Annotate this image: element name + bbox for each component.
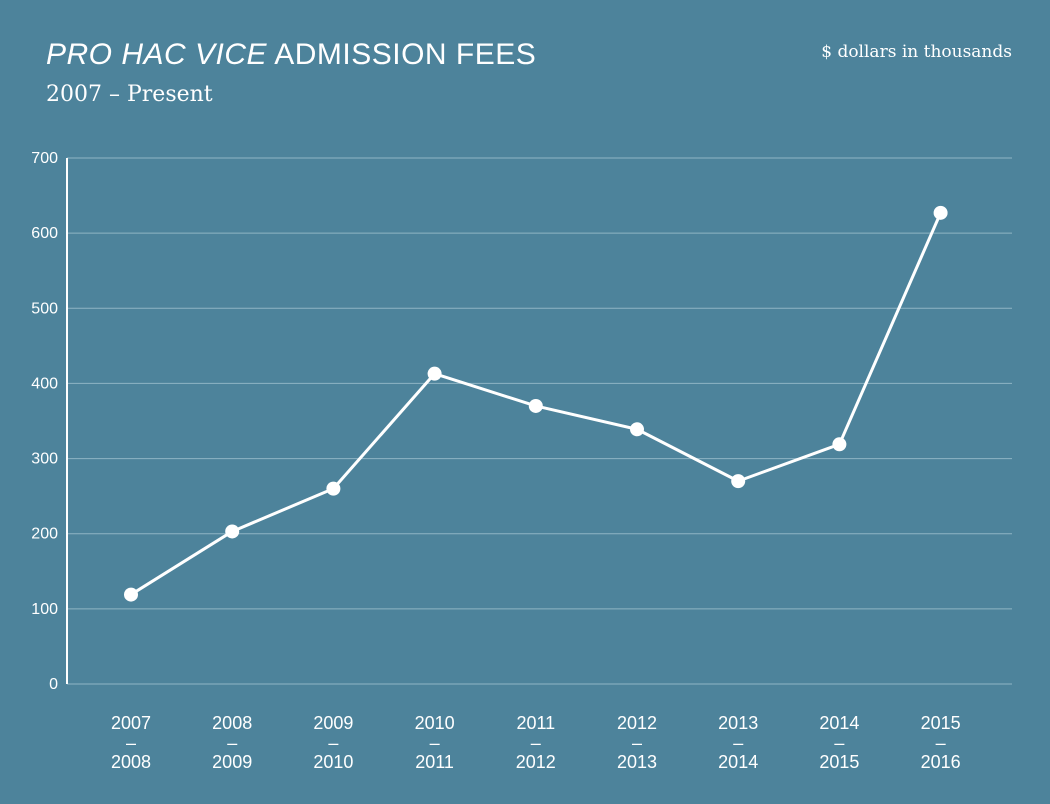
x-tick-label: – (328, 733, 338, 753)
y-tick-label: 700 (31, 150, 58, 167)
x-tick-label: 2012 (516, 752, 556, 772)
x-tick-label: – (733, 733, 743, 753)
x-tick-label: – (227, 733, 237, 753)
x-tick-label: 2010 (415, 713, 455, 733)
data-point (630, 422, 644, 437)
chart-title-italic: PRO HAC VICE (46, 38, 268, 71)
y-tick-label: 500 (31, 300, 58, 317)
y-tick-label: 300 (31, 451, 58, 468)
x-tick-label: – (430, 733, 440, 753)
chart-title-rest: ADMISSION FEES (267, 38, 537, 71)
x-tick-label: – (834, 733, 844, 753)
x-tick-label: – (936, 733, 946, 753)
data-point (427, 366, 442, 381)
x-tick-label: 2013 (718, 713, 758, 733)
x-tick-label: 2015 (819, 752, 859, 772)
chart-subtitle: 2007 – Present (46, 82, 213, 107)
data-point (225, 524, 240, 539)
y-tick-label: 400 (31, 375, 58, 392)
data-point (832, 437, 847, 452)
y-tick-label: 100 (31, 601, 58, 618)
units-label: $ dollars in thousands (821, 42, 1012, 62)
chart-title: PRO HAC VICE ADMISSION FEES (46, 38, 536, 72)
data-point (124, 587, 138, 602)
data-point (933, 205, 948, 220)
x-tick-label: 2008 (111, 752, 151, 772)
x-tick-label: 2014 (819, 713, 859, 733)
y-tick-label: 600 (31, 225, 58, 242)
data-point (528, 398, 543, 413)
x-tick-label: 2009 (212, 752, 252, 772)
x-tick-label: 2010 (313, 752, 353, 772)
x-tick-label: 2013 (617, 752, 657, 772)
x-tick-label: 2009 (313, 713, 353, 733)
data-point (731, 474, 746, 489)
x-tick-label: 2015 (921, 713, 961, 733)
y-tick-label: 0 (49, 676, 58, 693)
x-tick-label: – (126, 733, 136, 753)
x-tick-label: – (632, 733, 642, 753)
x-tick-label: 2008 (212, 713, 252, 733)
y-tick-label: 200 (31, 526, 58, 543)
x-tick-label: – (531, 733, 541, 753)
data-point (326, 481, 341, 496)
x-tick-label: 2011 (415, 752, 454, 772)
x-tick-label: 2011 (516, 713, 555, 733)
x-tick-label: 2007 (111, 713, 151, 733)
x-tick-label: 2016 (921, 752, 961, 772)
x-tick-label: 2014 (718, 752, 758, 772)
x-tick-label: 2012 (617, 713, 657, 733)
